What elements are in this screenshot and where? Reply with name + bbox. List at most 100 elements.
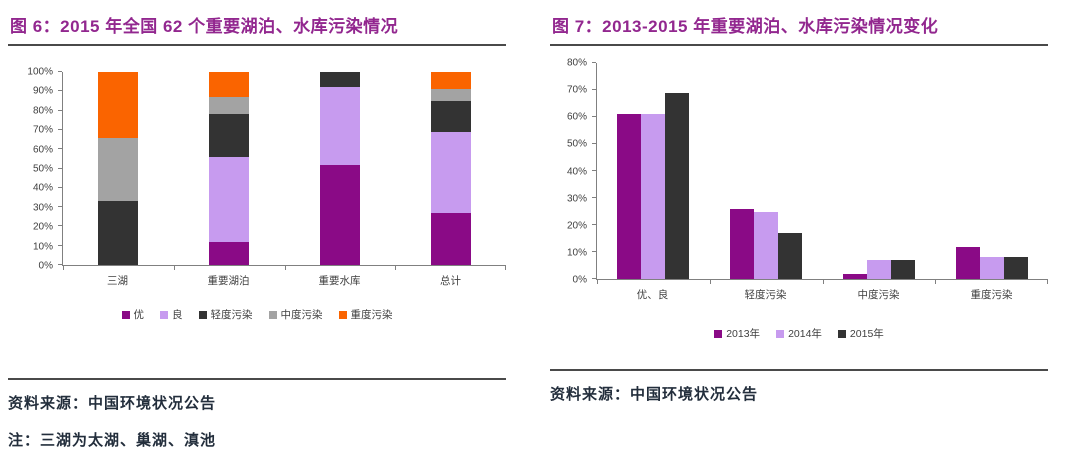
y-axis-tick-label: 30%: [32, 202, 53, 214]
x-axis-tick-mark: [597, 280, 598, 284]
bar-slots: [63, 72, 506, 265]
y-axis-tick-mark: [58, 225, 62, 227]
figure-7: 图 7：2013-2015 年重要湖泊、水库污染情况变化 0% 10% 20% 30%…: [550, 6, 1048, 450]
figure-7-plot-area: [592, 62, 1048, 284]
legend-label: 良: [172, 309, 183, 321]
y-axis-tick-label: 50%: [32, 163, 53, 175]
bar-group: [955, 63, 1028, 279]
bar-segment-重度污染: [209, 72, 250, 98]
bar-slots: [597, 63, 1048, 279]
bar-segment-轻度污染: [319, 72, 360, 88]
y-axis-tick-label: 10%: [566, 247, 587, 259]
legend-item: 2013年: [714, 326, 760, 341]
legend-item: 中度污染: [268, 307, 323, 322]
figure-6-categories: 三湖 重要湖泊 重要水库 总计: [62, 273, 506, 288]
y-axis-tick-mark: [58, 128, 62, 130]
legend-swatch: [160, 310, 168, 319]
y-axis-tick-mark: [592, 251, 596, 252]
figure-7-legend: 2013年 2014年 2015年: [550, 326, 1048, 341]
y-axis-tick-mark: [592, 116, 596, 117]
y-axis-tick-mark: [58, 71, 62, 72]
y-axis-tick-label: 90%: [32, 85, 53, 97]
y-axis-tick-mark: [592, 197, 596, 198]
x-axis-tick-mark: [63, 266, 64, 270]
y-axis-tick-label: 70%: [32, 124, 53, 136]
x-axis-category-label: 优、良: [636, 289, 669, 301]
legend-label: 优: [133, 309, 145, 321]
grouped-bar-chart: 0% 10% 20% 30% 40% 50% 60% 70% 80%: [550, 58, 1048, 286]
bar-group: [730, 63, 803, 279]
bar-segment-良: [209, 156, 250, 242]
bar-slot: [174, 72, 285, 265]
x-axis-tick-mark: [505, 266, 506, 270]
bar-group: [842, 63, 915, 279]
bar-2013年: [842, 273, 867, 279]
legend-label: 中度污染: [280, 309, 323, 321]
y-axis-tick-mark: [58, 186, 62, 188]
figure-7-title-rule: [550, 44, 1048, 46]
legend-item: 轻度污染: [198, 307, 253, 322]
y-axis-tick-label: 10%: [32, 241, 53, 253]
y-axis-tick-label: 40%: [566, 166, 587, 177]
bar-segment-轻度污染: [430, 100, 471, 132]
x-axis-category-label: 重要湖泊: [207, 275, 250, 287]
bar-2015年: [1003, 257, 1028, 279]
bar-2015年: [665, 92, 690, 279]
y-axis-tick-mark: [58, 206, 62, 208]
bar-segment-中度污染: [209, 97, 250, 115]
bar-slot: [710, 63, 823, 279]
x-axis-tick-mark: [709, 280, 711, 284]
y-axis-tick-mark: [592, 89, 596, 90]
bar-2013年: [617, 114, 642, 279]
stacked-bar: [430, 72, 471, 265]
y-axis-tick-mark: [58, 109, 62, 111]
y-axis-tick-label: 20%: [566, 220, 587, 232]
figure-7-title: 图 7：2013-2015 年重要湖泊、水库污染情况变化: [552, 17, 939, 36]
x-axis-category-label: 中度污染: [857, 289, 900, 301]
bar-2014年: [866, 260, 891, 279]
legend-item: 2014年: [776, 326, 822, 341]
figure-7-x-axis-labels: 优、良 轻度污染 中度污染 重度污染: [550, 287, 1048, 302]
x-axis-category-label: 三湖: [107, 275, 128, 287]
bar-2013年: [955, 246, 980, 279]
legend-swatch: [121, 310, 130, 319]
y-axis-tick-mark: [592, 62, 596, 63]
y-axis-tick-label: 60%: [32, 144, 53, 156]
bar-segment-重度污染: [430, 72, 471, 90]
y-axis-tick-mark: [58, 148, 62, 150]
figure-6-bottom-rule: [8, 378, 506, 380]
legend-swatch: [338, 310, 347, 319]
figure-7-bottom-rule: [550, 369, 1048, 371]
x-axis-category-label: 重要水库: [318, 275, 361, 287]
bar-group: [617, 63, 690, 279]
y-axis-tick-label: 0%: [38, 260, 53, 272]
figure-7-source: 资料来源：中国环境状况公告: [550, 387, 759, 403]
legend-item: 良: [160, 307, 183, 322]
y-axis-tick-label: 40%: [32, 182, 53, 194]
figure-6-source: 资料来源：中国环境状况公告: [8, 396, 217, 412]
y-axis-tick-label: 20%: [32, 221, 53, 233]
figure-6-title-rule: [8, 44, 506, 46]
stacked-bar: [209, 72, 250, 265]
y-axis-tick-label: 50%: [566, 138, 587, 150]
x-axis-category-label: 总计: [440, 275, 461, 287]
legend-label: 2013年: [726, 328, 761, 340]
y-axis-tick-label: 60%: [566, 111, 587, 123]
x-axis-tick-mark: [822, 280, 824, 284]
stacked-bar-chart: 0% 10% 20% 30% 40% 50% 60% 70% 80% 90% 100%: [8, 67, 506, 272]
x-axis-tick-mark: [173, 266, 175, 270]
y-axis-tick-label: 80%: [32, 105, 53, 117]
bar-2015年: [890, 260, 915, 279]
y-axis-tick-label: 100%: [27, 66, 53, 78]
figure-6-legend: 优 良 轻度污染 中度污染 重度污染: [8, 307, 506, 322]
bar-slot: [935, 63, 1048, 279]
legend-swatch: [776, 329, 785, 338]
legend-label: 2015年: [849, 328, 884, 340]
bar-slot: [823, 63, 936, 279]
bar-slot: [63, 72, 174, 265]
bar-segment-重度污染: [98, 72, 139, 138]
y-axis-tick-label: 70%: [566, 84, 587, 96]
bar-segment-优: [430, 212, 471, 265]
y-axis-tick-label: 0%: [572, 274, 587, 286]
stacked-bar: [319, 72, 360, 265]
